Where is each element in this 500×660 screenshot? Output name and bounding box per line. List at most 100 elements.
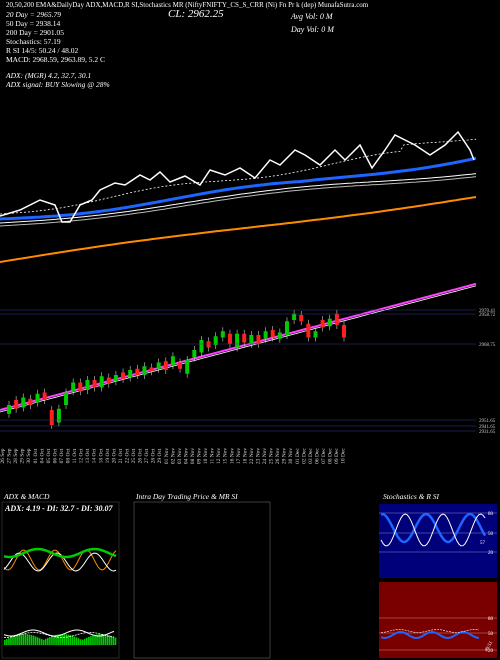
macd-histogram-bar: [30, 635, 33, 645]
candle-body: [56, 408, 61, 423]
macd-histogram-bar: [100, 634, 102, 645]
candle-body: [306, 323, 311, 338]
price-level-label: 2970.41: [479, 309, 496, 314]
candle-body: [128, 370, 133, 378]
macd-histogram-bar: [77, 638, 80, 645]
macd-histogram-bar: [32, 635, 35, 645]
rsi-value-label: 49.51: [484, 640, 494, 653]
candle-body: [199, 340, 204, 353]
macd-histogram-bar: [26, 634, 29, 645]
date-tick-label: 17 Nov: [236, 448, 242, 465]
macd-histogram-bar: [57, 634, 59, 645]
macd-histogram-bar: [18, 634, 20, 645]
signal-dotted-line: [0, 138, 477, 215]
avg-volume-label: Avg Vol: 0 M: [291, 12, 333, 21]
macd-histogram-bar: [86, 637, 88, 645]
date-tick-label: 29 Oct: [157, 448, 163, 463]
candle-body: [270, 330, 275, 338]
macd-histogram-bar: [14, 635, 16, 645]
bollinger-mid-line: [0, 285, 477, 413]
candle-body: [170, 356, 175, 365]
candle-body: [284, 321, 289, 335]
ema50-info: 50 Day = 2938.14: [6, 19, 61, 28]
macd-histogram-bar: [71, 635, 74, 645]
date-tick-label: 11 Oct: [72, 448, 78, 463]
macd-histogram-bar: [16, 634, 18, 645]
date-tick-label: 01 Oct: [33, 448, 39, 463]
macd-histogram-bar: [49, 636, 51, 645]
macd-histogram-bar: [8, 638, 10, 645]
macd-histogram-bar: [67, 634, 70, 645]
price-level-label: 2941.65: [479, 425, 496, 430]
candle-body: [235, 333, 240, 348]
candle-body: [85, 380, 90, 390]
macd-histogram-bar: [10, 637, 12, 645]
macd-histogram-bar: [38, 638, 41, 645]
candle-body: [135, 368, 140, 375]
adx-signal-info: ADX signal: BUY Slowing @ 28%: [6, 80, 110, 89]
macd-info: MACD: 2968.59, 2963.89, 5.2 C: [6, 55, 105, 64]
stochastics-level-label: 80: [488, 512, 494, 517]
macd-histogram-bar: [88, 636, 90, 645]
candle-body: [42, 392, 47, 400]
macd-histogram-bar: [34, 636, 37, 645]
day-volume-label: Day Vol: 0 M: [291, 25, 334, 34]
rsi-level-label: 80: [488, 617, 494, 622]
price-level-label: 2951.65: [479, 419, 496, 424]
date-tick-label: 11 Nov: [210, 448, 216, 464]
candle-body: [213, 336, 218, 345]
macd-histogram-bar: [51, 636, 53, 645]
macd-histogram-bar: [53, 635, 55, 645]
macd-histogram-bar: [81, 639, 84, 645]
date-tick-label: 10 Dec: [341, 448, 347, 464]
macd-histogram-bar: [36, 637, 39, 645]
intraday-panel-title: Intra Day Trading Price & MR SI: [136, 492, 238, 501]
date-tick-label: 02 Dec: [301, 448, 307, 464]
date-tick-label: 22 Nov: [249, 448, 255, 465]
date-tick-label: 23 Nov: [255, 448, 261, 465]
close-price-label: CL: 2962.25: [168, 8, 224, 20]
macd-histogram-bar: [83, 638, 86, 645]
candle-body: [206, 341, 211, 348]
macd-histogram-bar: [61, 634, 63, 645]
macd-histogram-bar: [92, 635, 94, 645]
price-level-label: 2968.75: [479, 343, 496, 348]
macd-line: [3, 629, 115, 637]
ema20-info: 20 Day = 2965.79: [6, 10, 62, 19]
date-tick-label: 03 Nov: [177, 448, 183, 465]
candle-body: [242, 333, 247, 343]
rsi-level-label: 20: [488, 649, 494, 654]
ema200-line: [0, 196, 477, 263]
macd-histogram-bar: [73, 636, 76, 645]
date-tick-label: 15 Nov: [223, 448, 229, 465]
candle-body: [92, 380, 97, 388]
date-tick-label: 27 Sep: [7, 448, 13, 463]
macd-histogram-bar: [98, 634, 100, 645]
candle-body: [78, 382, 83, 392]
date-tick-label: 29 Sep: [20, 448, 26, 463]
date-tick-label: 01 Dec: [295, 448, 301, 464]
macd-histogram-bar: [45, 638, 47, 645]
candle-body: [121, 372, 126, 379]
ema200-info: 200 Day = 2901.05: [6, 28, 64, 37]
date-tick-label: 22 Oct: [124, 448, 130, 463]
date-tick-label: 07 Dec: [321, 448, 327, 464]
candle-body: [149, 367, 154, 372]
date-tick-label: 06 Oct: [52, 448, 58, 463]
stochastics-level-label: 20: [488, 551, 494, 556]
rsi-line: [380, 630, 480, 640]
date-tick-label: 09 Nov: [197, 448, 203, 465]
candle-body: [99, 376, 104, 388]
date-tick-label: 18 Nov: [242, 448, 248, 465]
candle-body: [113, 375, 118, 382]
date-tick-label: 28 Sep: [13, 448, 19, 463]
macd-histogram-bar: [75, 637, 78, 645]
rsi-info: R SI 14/5: 50.24 / 48.02: [6, 46, 79, 55]
candle-body: [21, 397, 26, 408]
candle-body: [227, 333, 232, 344]
date-tick-label: 21 Oct: [118, 448, 124, 463]
macd-histogram-bar: [20, 634, 22, 645]
date-tick-label: 08 Dec: [328, 448, 334, 464]
candle-body: [292, 313, 297, 320]
